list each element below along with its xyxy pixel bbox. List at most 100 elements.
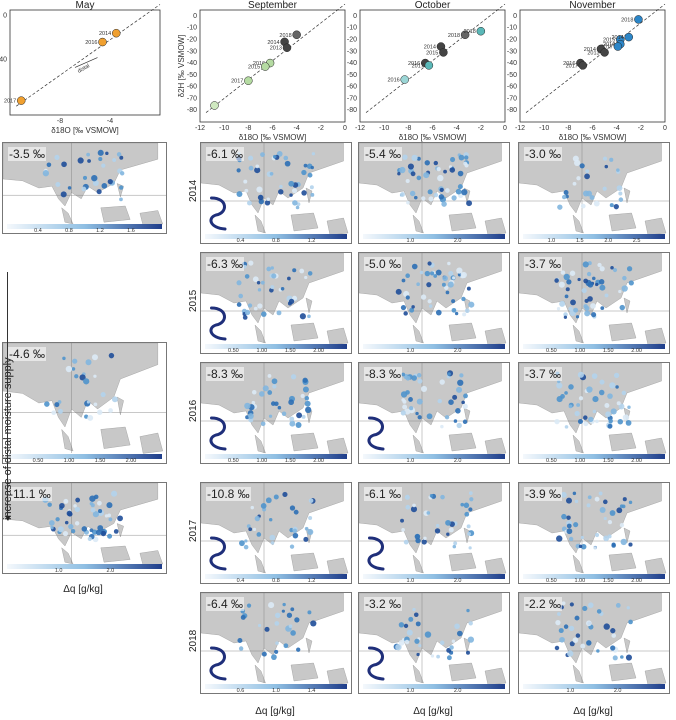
typhoon-icon <box>209 306 227 341</box>
moisture-dot <box>569 602 574 607</box>
moisture-dot <box>452 276 456 280</box>
moisture-dot <box>307 528 314 535</box>
moisture-dot <box>609 157 614 162</box>
moisture-dot <box>416 175 422 181</box>
moisture-dot <box>411 263 418 270</box>
moisture-dot <box>407 163 414 170</box>
moisture-dot <box>269 534 276 541</box>
colorbar <box>205 344 347 349</box>
moisture-dot <box>239 540 245 547</box>
colorbar-tick: 0.6 <box>237 688 245 693</box>
moisture-dot <box>607 423 613 429</box>
moisture-dot <box>464 308 470 314</box>
d-excess-value: -4.6 ‰ <box>8 347 47 361</box>
moisture-dot <box>448 527 454 533</box>
moisture-dot <box>296 647 301 652</box>
moisture-dot <box>72 358 78 364</box>
moisture-dot <box>291 188 298 194</box>
colorbar-tick: 0.4 <box>34 228 42 233</box>
colorbar-tick: 0.8 <box>65 228 73 233</box>
moisture-dot <box>414 533 421 540</box>
moisture-dot <box>574 499 579 504</box>
typhoon-icon <box>367 416 385 451</box>
gmwl-line <box>525 3 666 113</box>
moisture-dot <box>613 204 619 210</box>
y-tick-label: -30 <box>507 48 517 55</box>
moisture-dot <box>625 654 633 661</box>
moisture-dot <box>566 515 571 520</box>
moisture-dot <box>412 503 416 508</box>
moisture-dot <box>609 203 614 208</box>
moisture-dot <box>310 620 317 627</box>
point-label: 2018 <box>279 33 291 39</box>
moisture-dot <box>584 305 590 311</box>
moisture-dot <box>597 262 602 268</box>
y-tick-label: 0 <box>513 13 517 20</box>
moisture-dot <box>82 175 88 180</box>
x-tick-label: -10 <box>539 125 549 132</box>
moisture-dot <box>607 393 613 399</box>
moisture-dot <box>42 170 50 177</box>
moisture-dot <box>75 497 81 503</box>
moisture-dot <box>582 261 589 268</box>
moisture-dot <box>628 280 634 286</box>
moisture-dot <box>100 391 106 398</box>
moisture-dot <box>457 272 462 277</box>
moisture-dot <box>554 278 559 283</box>
moisture-dot <box>301 414 306 419</box>
colorbar-tick: 1.4 <box>308 688 316 693</box>
moisture-dot <box>63 498 69 504</box>
moisture-dot <box>455 408 461 414</box>
moisture-dot <box>457 170 464 177</box>
moisture-dot <box>71 528 76 534</box>
moisture-dot <box>47 502 52 507</box>
moisture-dot <box>610 265 614 270</box>
moisture-dot <box>618 289 622 294</box>
moisture-dot <box>464 511 470 517</box>
moisture-dot <box>257 194 264 201</box>
moisture-dot <box>112 158 117 163</box>
moisture-dot <box>268 602 275 609</box>
year-label: 2018 <box>188 629 199 652</box>
moisture-dot <box>301 190 307 196</box>
moisture-dot <box>91 354 98 361</box>
moisture-dot <box>424 631 432 638</box>
moisture-dot <box>271 273 277 279</box>
moisture-dot <box>414 638 420 644</box>
x-axis-label: δ18O [‰ VSMOW] <box>399 133 467 142</box>
data-point <box>98 37 107 47</box>
moisture-dot <box>268 414 273 418</box>
data-point <box>439 48 448 57</box>
point-label: 2016 <box>253 61 265 67</box>
moisture-dot <box>566 523 572 529</box>
moisture-dot <box>67 186 72 190</box>
colorbar-tick: 0.8 <box>272 578 280 583</box>
moisture-dot <box>626 266 633 272</box>
moisture-dot <box>465 650 470 655</box>
moisture-dot <box>119 171 125 176</box>
x-tick-label: -6 <box>429 125 435 132</box>
moisture-dot <box>303 536 309 542</box>
moisture-dot <box>583 421 589 427</box>
moisture-dot <box>616 185 623 192</box>
moisture-dot <box>579 163 585 169</box>
moisture-dot <box>413 612 419 617</box>
moisture-dot <box>586 620 592 627</box>
moisture-dot <box>415 621 421 627</box>
colorbar-tick: 1.0 <box>567 688 575 693</box>
point-label: 2014 <box>612 35 624 41</box>
moisture-dot <box>405 375 411 381</box>
colorbar-tick: 1.5 <box>576 238 584 243</box>
moisture-dot <box>419 270 424 275</box>
colorbar-tick: 2.0 <box>454 578 462 583</box>
colorbar-tick: 2.00 <box>313 458 324 463</box>
moisture-dot <box>405 273 410 279</box>
colorbar-tick: 0.8 <box>272 238 280 243</box>
typhoon-icon <box>209 536 227 571</box>
moisture-dot <box>592 276 596 281</box>
moisture-dot <box>90 507 96 513</box>
gmwl-line <box>365 3 506 113</box>
moisture-dot <box>603 516 607 521</box>
data-point <box>578 61 588 70</box>
moisture-dot <box>311 152 316 156</box>
